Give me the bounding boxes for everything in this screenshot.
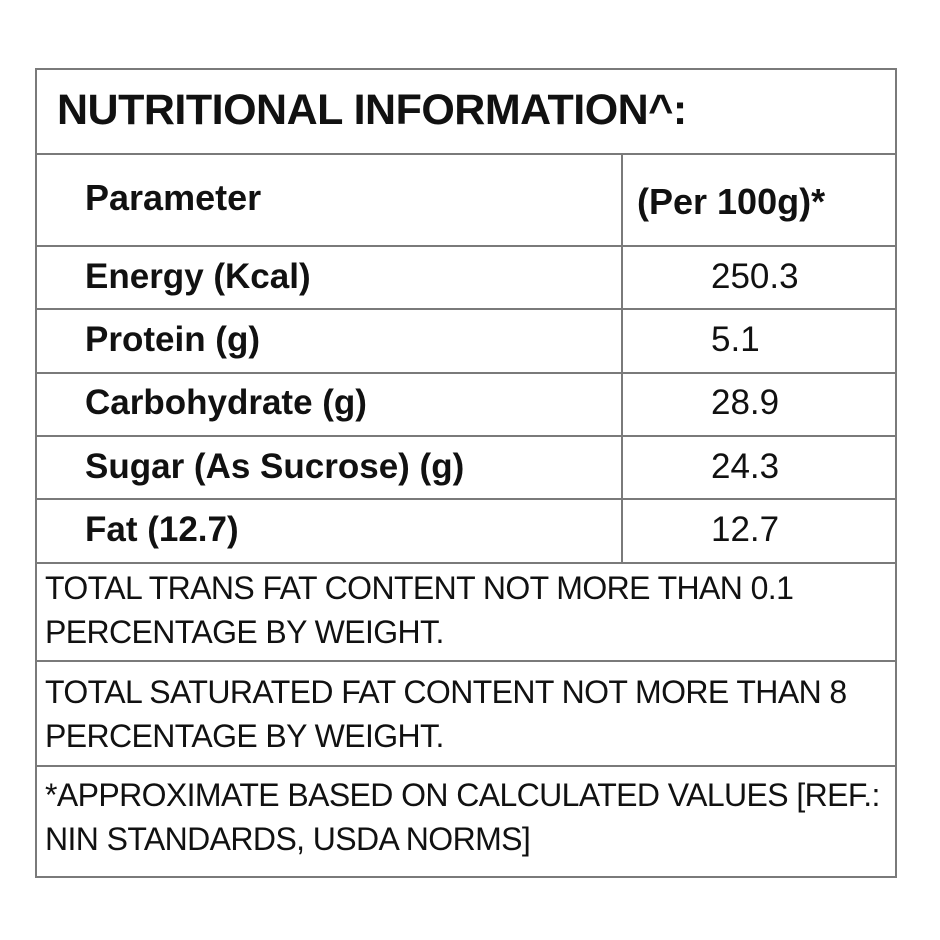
divider (37, 498, 895, 500)
table-title: NUTRITIONAL INFORMATION^: (57, 86, 687, 134)
row-label: Sugar (As Sucrose) (g) (85, 447, 465, 486)
divider (37, 153, 895, 155)
divider (37, 245, 895, 247)
row-label: Carbohydrate (g) (85, 383, 367, 422)
divider (37, 660, 895, 662)
note-saturated-fat: TOTAL SATURATED FAT CONTENT NOT MORE THA… (45, 674, 847, 754)
column-divider (621, 153, 623, 562)
row-label: Energy (Kcal) (85, 257, 311, 296)
divider (37, 435, 895, 437)
note-approximate: *APPROXIMATE BASED ON CALCULATED VALUES … (45, 777, 880, 857)
divider (37, 308, 895, 310)
row-value: 12.7 (711, 510, 780, 549)
row-label: Protein (g) (85, 320, 260, 359)
row-value: 28.9 (711, 383, 780, 422)
row-label: Fat (12.7) (85, 510, 239, 549)
note-trans-fat: TOTAL TRANS FAT CONTENT NOT MORE THAN 0.… (45, 570, 794, 650)
divider (37, 372, 895, 374)
row-value: 250.3 (711, 257, 799, 296)
header-per-100g: (Per 100g)* (637, 181, 826, 222)
nutrition-table: NUTRITIONAL INFORMATION^: Parameter (Per… (35, 68, 897, 878)
row-value: 24.3 (711, 447, 780, 486)
divider (37, 765, 895, 767)
divider (37, 562, 895, 564)
row-value: 5.1 (711, 320, 760, 359)
header-parameter: Parameter (85, 177, 262, 218)
